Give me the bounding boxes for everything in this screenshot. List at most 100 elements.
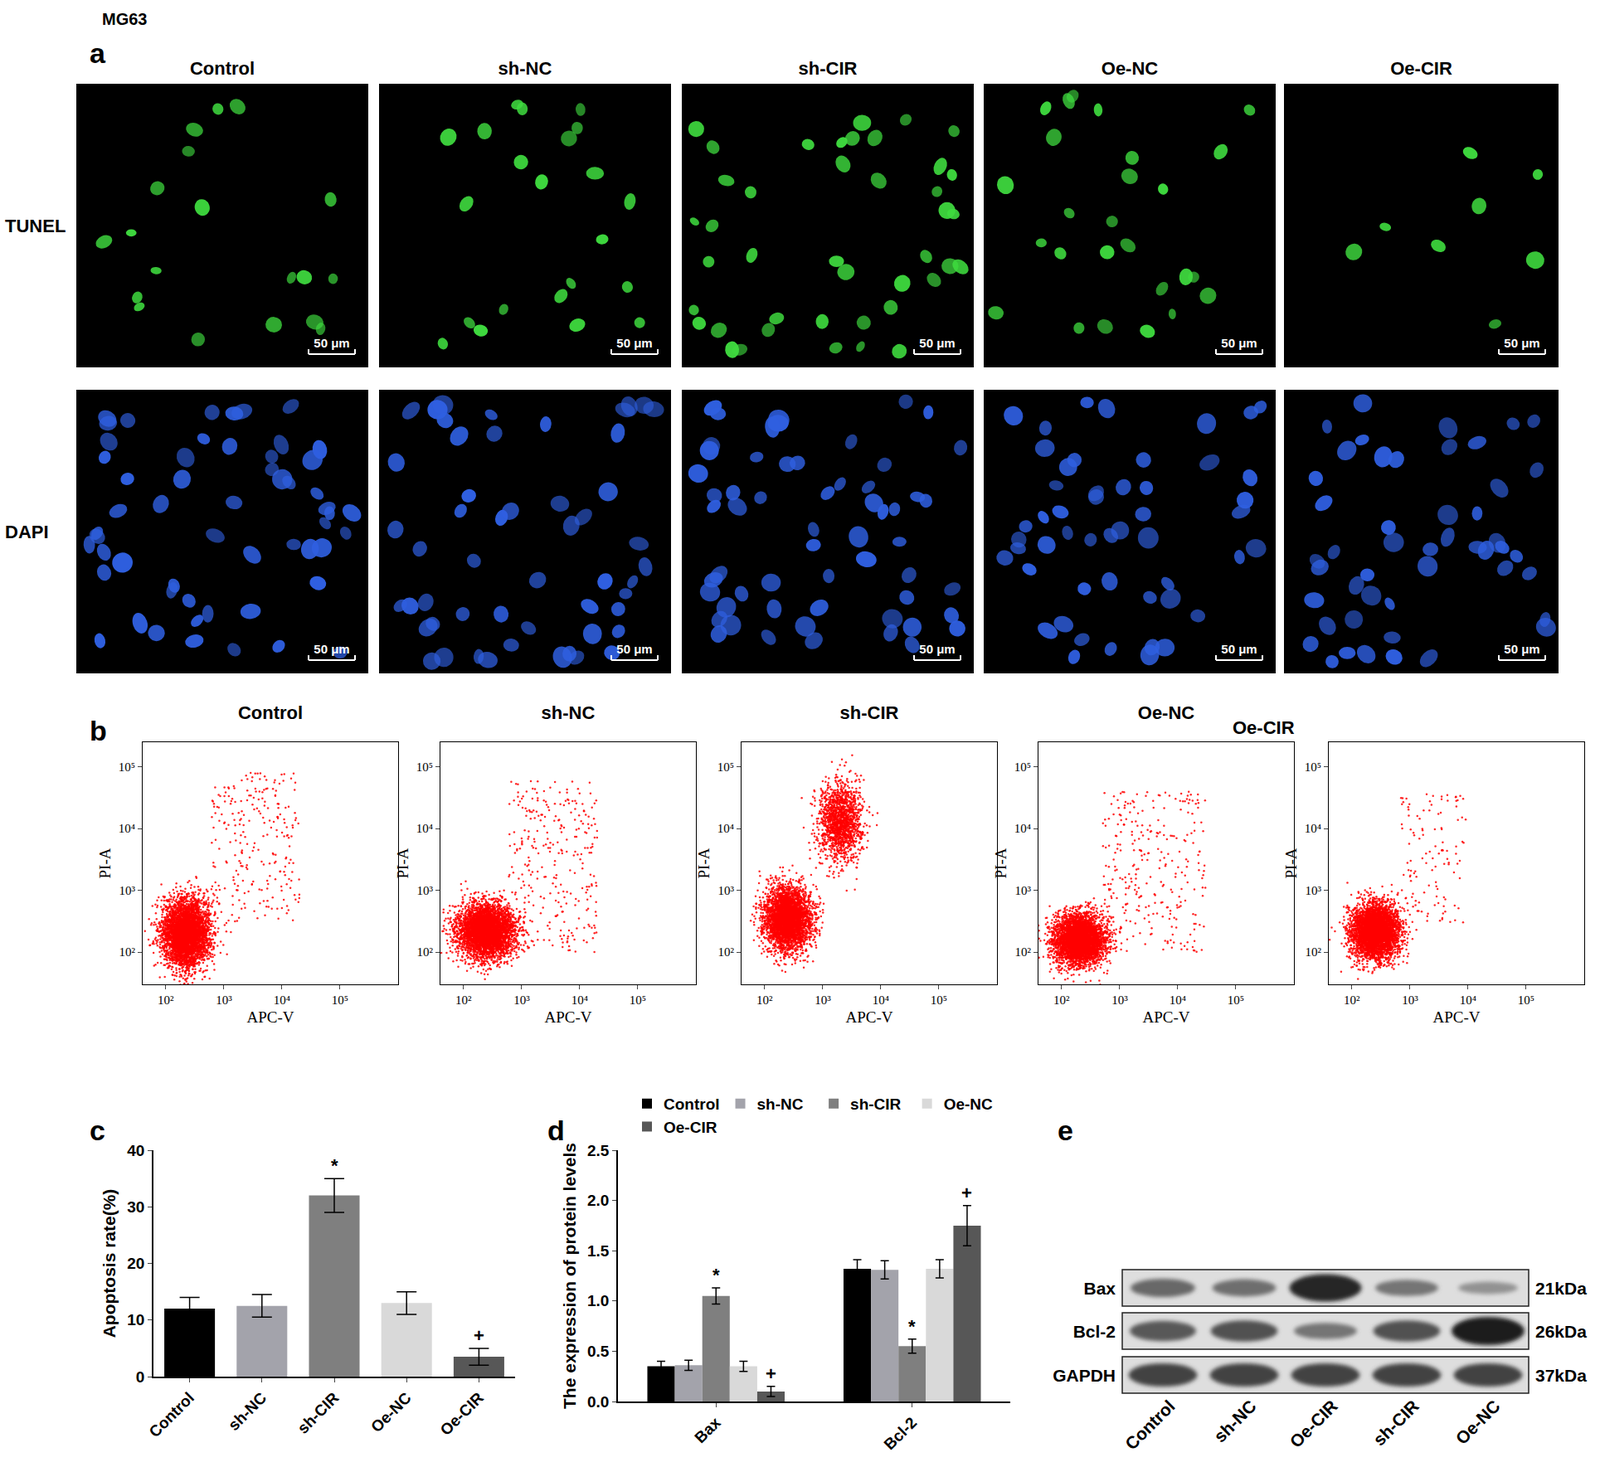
svg-text:*: *	[712, 1264, 720, 1286]
svg-text:Oe-CIR: Oe-CIR	[1285, 1396, 1342, 1453]
svg-text:10⁵: 10⁵	[118, 760, 136, 774]
svg-text:50 μm: 50 μm	[1503, 335, 1540, 351]
svg-text:PI-A: PI-A	[96, 847, 114, 879]
svg-text:Control: Control	[1121, 1396, 1179, 1455]
svg-text:sh-NC: sh-NC	[541, 702, 596, 724]
svg-text:10⁵: 10⁵	[1304, 760, 1322, 774]
svg-text:10³: 10³	[1111, 993, 1129, 1007]
svg-text:10²: 10²	[417, 945, 434, 959]
svg-text:PI-A: PI-A	[695, 847, 713, 879]
svg-text:Control: Control	[189, 58, 255, 79]
svg-text:PI-A: PI-A	[1282, 847, 1300, 879]
svg-text:APC-V: APC-V	[544, 1008, 592, 1027]
svg-text:10⁴: 10⁴	[717, 821, 735, 836]
svg-text:GAPDH: GAPDH	[1052, 1366, 1116, 1386]
svg-text:50 μm: 50 μm	[1220, 641, 1257, 657]
svg-text:Apoptosis rate(%): Apoptosis rate(%)	[99, 1189, 119, 1339]
svg-text:37kDa: 37kDa	[1535, 1366, 1587, 1386]
svg-text:50 μm: 50 μm	[919, 335, 955, 351]
svg-text:10³: 10³	[718, 884, 735, 898]
svg-text:10³: 10³	[1401, 993, 1419, 1007]
svg-text:DAPI: DAPI	[4, 521, 49, 543]
svg-text:Oe-NC: Oe-NC	[1137, 702, 1196, 724]
svg-text:Control: Control	[145, 1389, 199, 1442]
svg-text:10⁴: 10⁴	[118, 821, 136, 836]
svg-text:+: +	[765, 1363, 777, 1385]
svg-text:Oe-NC: Oe-NC	[1451, 1396, 1503, 1449]
svg-text:PI-A: PI-A	[992, 847, 1010, 879]
svg-text:50 μm: 50 μm	[616, 335, 652, 351]
svg-text:10²: 10²	[1015, 945, 1032, 959]
svg-text:10⁵: 10⁵	[930, 993, 948, 1007]
svg-text:10⁴: 10⁴	[872, 993, 890, 1007]
svg-text:50 μm: 50 μm	[313, 335, 350, 351]
svg-text:sh-CIR: sh-CIR	[1369, 1396, 1423, 1450]
svg-text:APC-V: APC-V	[1142, 1008, 1190, 1027]
svg-text:10⁵: 10⁵	[1227, 993, 1245, 1007]
svg-text:10⁴: 10⁴	[1304, 821, 1322, 836]
svg-text:sh-CIR: sh-CIR	[293, 1389, 342, 1438]
svg-text:Oe-CIR: Oe-CIR	[1232, 717, 1295, 739]
svg-text:sh-NC: sh-NC	[498, 58, 553, 79]
svg-text:e: e	[1057, 1114, 1074, 1147]
svg-text:50 μm: 50 μm	[616, 641, 652, 657]
svg-text:10⁵: 10⁵	[331, 993, 349, 1007]
svg-text:2.0: 2.0	[587, 1191, 609, 1210]
svg-text:50 μm: 50 μm	[919, 641, 955, 657]
svg-text:Bcl-2: Bcl-2	[1073, 1322, 1116, 1342]
svg-text:sh-CIR: sh-CIR	[840, 702, 900, 724]
svg-text:10³: 10³	[1305, 884, 1323, 898]
svg-text:26kDa: 26kDa	[1535, 1322, 1587, 1342]
svg-text:sh-CIR: sh-CIR	[798, 58, 858, 79]
svg-text:APC-V: APC-V	[246, 1008, 294, 1027]
svg-text:10³: 10³	[417, 884, 434, 898]
svg-text:0: 0	[136, 1368, 146, 1387]
svg-text:10²: 10²	[455, 993, 472, 1007]
svg-text:10³: 10³	[119, 884, 137, 898]
svg-text:+: +	[473, 1325, 485, 1347]
svg-text:a: a	[89, 37, 107, 69]
svg-text:20: 20	[126, 1254, 145, 1273]
svg-text:21kDa: 21kDa	[1535, 1279, 1587, 1299]
svg-text:10⁴: 10⁴	[571, 993, 589, 1007]
svg-text:10²: 10²	[718, 945, 735, 959]
svg-text:10²: 10²	[119, 945, 137, 959]
svg-text:1.5: 1.5	[587, 1242, 610, 1260]
svg-text:10⁴: 10⁴	[416, 821, 433, 836]
svg-text:10²: 10²	[1305, 945, 1323, 959]
svg-text:1.0: 1.0	[587, 1292, 609, 1310]
svg-text:Oe-NC: Oe-NC	[1101, 58, 1159, 79]
svg-text:d: d	[547, 1114, 565, 1147]
svg-text:sh-NC: sh-NC	[224, 1389, 271, 1435]
svg-text:40: 40	[126, 1142, 145, 1160]
svg-text:The expression of protein leve: The expression of protein levels	[559, 1142, 579, 1410]
svg-text:*: *	[330, 1155, 339, 1177]
svg-text:PI-A: PI-A	[393, 847, 412, 879]
svg-text:10²: 10²	[1343, 993, 1361, 1007]
svg-text:Oe-CIR: Oe-CIR	[437, 1389, 488, 1440]
svg-text:sh-NC: sh-NC	[757, 1095, 804, 1114]
svg-text:10⁵: 10⁵	[416, 760, 433, 774]
svg-text:10⁴: 10⁴	[1459, 993, 1477, 1007]
svg-text:10⁵: 10⁵	[629, 993, 647, 1007]
svg-text:10⁴: 10⁴	[273, 993, 291, 1007]
svg-text:*: *	[908, 1316, 916, 1338]
svg-text:Oe-CIR: Oe-CIR	[1390, 58, 1453, 79]
svg-text:Oe-NC: Oe-NC	[367, 1389, 415, 1437]
svg-text:10⁵: 10⁵	[1517, 993, 1535, 1007]
svg-text:Bax: Bax	[690, 1413, 725, 1447]
svg-text:0.0: 0.0	[587, 1393, 609, 1411]
svg-text:10²: 10²	[157, 993, 175, 1007]
svg-text:Oe-CIR: Oe-CIR	[663, 1118, 718, 1137]
svg-text:10³: 10³	[215, 993, 233, 1007]
svg-text:sh-NC: sh-NC	[1210, 1396, 1260, 1447]
svg-text:10³: 10³	[1015, 884, 1032, 898]
svg-text:10²: 10²	[1053, 993, 1070, 1007]
svg-text:10⁴: 10⁴	[1169, 993, 1187, 1007]
svg-text:50 μm: 50 μm	[1220, 335, 1257, 351]
svg-text:50 μm: 50 μm	[313, 641, 350, 657]
svg-text:30: 30	[126, 1198, 145, 1216]
svg-text:10⁵: 10⁵	[717, 760, 735, 774]
svg-text:MG63: MG63	[102, 9, 147, 29]
svg-text:10²: 10²	[756, 993, 774, 1007]
